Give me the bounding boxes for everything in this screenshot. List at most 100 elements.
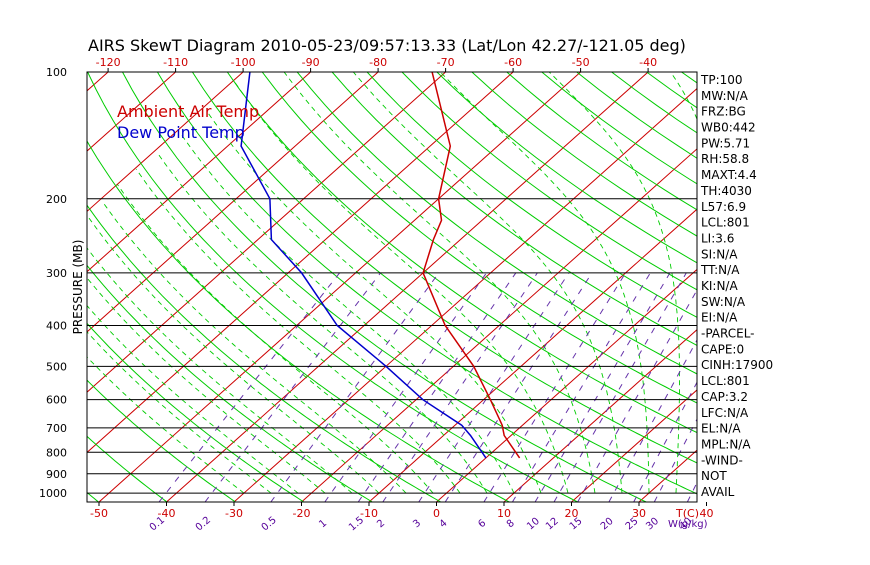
dry-adiabat-line [227, 72, 851, 502]
moist-adiabat-line [32, 264, 271, 494]
index-item: MW:N/A [701, 89, 749, 103]
mixing-ratio-line [419, 273, 569, 502]
pressure-tick-label: 300 [46, 267, 67, 280]
dry-adiabat-line [192, 72, 783, 502]
chart-title: AIRS SkewT Diagram 2010-05-23/09:57:13.3… [88, 36, 686, 55]
bottom-tick-label: -30 [225, 507, 243, 520]
index-item: -WIND- [701, 453, 743, 467]
top-tick-label: -80 [369, 56, 387, 69]
mixing-ratio-label: 2 [375, 518, 387, 531]
moist-adiabat-line [208, 113, 541, 493]
dry-adiabat-line [0, 72, 30, 502]
isotherm-line [0, 72, 108, 502]
pressure-tick-label: 600 [46, 394, 67, 407]
mixing-ratio-label: 30 [644, 516, 661, 533]
mixing-ratio-label: 0.5 [260, 515, 279, 534]
index-item: LCL:801 [701, 374, 750, 388]
legend-item-ambient: Ambient Air Temp [117, 102, 259, 121]
mixing-ratio-label: 0.2 [194, 515, 213, 534]
isotherm-line [842, 72, 870, 502]
top-tick-label: -60 [504, 56, 522, 69]
legend: Ambient Air Temp Dew Point Temp [117, 102, 259, 142]
index-item: LFC:N/A [701, 406, 749, 420]
index-item: CAP:3.2 [701, 390, 748, 404]
pressure-tick-label: 500 [46, 360, 67, 373]
index-item: EI:N/A [701, 311, 738, 325]
bottom-tick-label: -10 [360, 507, 378, 520]
mixing-ratio-line [205, 273, 381, 502]
legend-item-dewpoint: Dew Point Temp [117, 123, 245, 142]
mixing-ratio-line [271, 273, 439, 502]
pressure-tick-label: 900 [46, 468, 67, 481]
isotherm-line [639, 72, 870, 502]
mixing-unit-label: W(g/kg) [668, 519, 708, 530]
index-item: EL:N/A [701, 422, 741, 436]
top-tick-label: -100 [231, 56, 256, 69]
dry-adiabat-line [332, 72, 870, 502]
bottom-tick-label: -20 [293, 507, 311, 520]
top-tick-label: -120 [96, 56, 121, 69]
dry-adiabat-line [472, 72, 870, 502]
moist-adiabat-line [88, 216, 379, 493]
index-item: MPL:N/A [701, 438, 751, 452]
index-item: SI:N/A [701, 247, 738, 261]
index-item: TP:100 [700, 73, 743, 87]
top-tick-label: -50 [572, 56, 590, 69]
mixing-ratio-line [383, 273, 538, 502]
bottom-tick-label: 0 [433, 507, 440, 520]
isotherm-line [504, 72, 870, 502]
moist-adiabat-line [284, 72, 595, 493]
mixing-ratio-label: 20 [599, 516, 616, 533]
pressure-tick-label: 1000 [39, 487, 67, 500]
mixing-ratio-label: 8 [505, 518, 517, 531]
index-item: WB0:442 [701, 121, 756, 135]
mixing-ratio-line [512, 273, 650, 502]
mixing-ratio-line [484, 273, 626, 502]
pressure-tick-label: 200 [46, 193, 67, 206]
mixing-ratio-label: 4 [438, 518, 450, 531]
top-tick-label: -70 [437, 56, 455, 69]
dry-adiabat-line [262, 72, 870, 502]
index-item: LCL:801 [701, 216, 750, 230]
index-item: LI:3.6 [701, 232, 734, 246]
pressure-tick-label: 700 [46, 422, 67, 435]
index-item: NOT [701, 469, 727, 483]
mixing-ratio-line [445, 273, 592, 502]
moist-adiabat-line [20, 276, 244, 493]
index-item: KI:N/A [701, 279, 738, 293]
index-item: PW:5.71 [701, 136, 750, 150]
index-item: CINH:17900 [701, 358, 773, 372]
dry-adiabat-line [437, 72, 870, 502]
index-item: TH:4030 [700, 184, 752, 198]
index-item: MAXT:4.4 [701, 168, 757, 182]
mixing-ratio-label: 6 [476, 518, 488, 531]
mixing-ratio-label: 12 [544, 516, 561, 533]
mixing-ratio-label: 10 [525, 516, 542, 533]
moist-adiabat-line [353, 72, 622, 493]
index-item: SW:N/A [701, 295, 746, 309]
top-tick-label: -110 [163, 56, 188, 69]
y-axis-label: PRESSURE (MB) [71, 240, 85, 335]
pressure-tick-label: 800 [46, 446, 67, 459]
isotherm-line [437, 72, 870, 502]
pressure-tick-label: 100 [46, 66, 67, 79]
index-item: L57:6.9 [701, 200, 746, 214]
moist-adiabat-line [118, 185, 434, 494]
index-item: TT:N/A [700, 263, 740, 277]
bottom-tick-label: -50 [90, 507, 108, 520]
isotherm-line [0, 72, 41, 502]
index-item: FRZ:BG [701, 105, 746, 119]
moist-adiabat-line [73, 228, 352, 493]
top-tick-label: -90 [302, 56, 320, 69]
index-item: -PARCEL- [701, 327, 755, 341]
mixing-ratio-label: 3 [411, 518, 423, 531]
index-item: RH:58.8 [701, 152, 749, 166]
index-item: CAPE:0 [701, 342, 744, 356]
pressure-tick-label: 400 [46, 320, 67, 333]
isotherm-line [774, 72, 870, 502]
top-temperature-axis: -120-110-100-90-80-70-60-50-40 [96, 56, 657, 72]
